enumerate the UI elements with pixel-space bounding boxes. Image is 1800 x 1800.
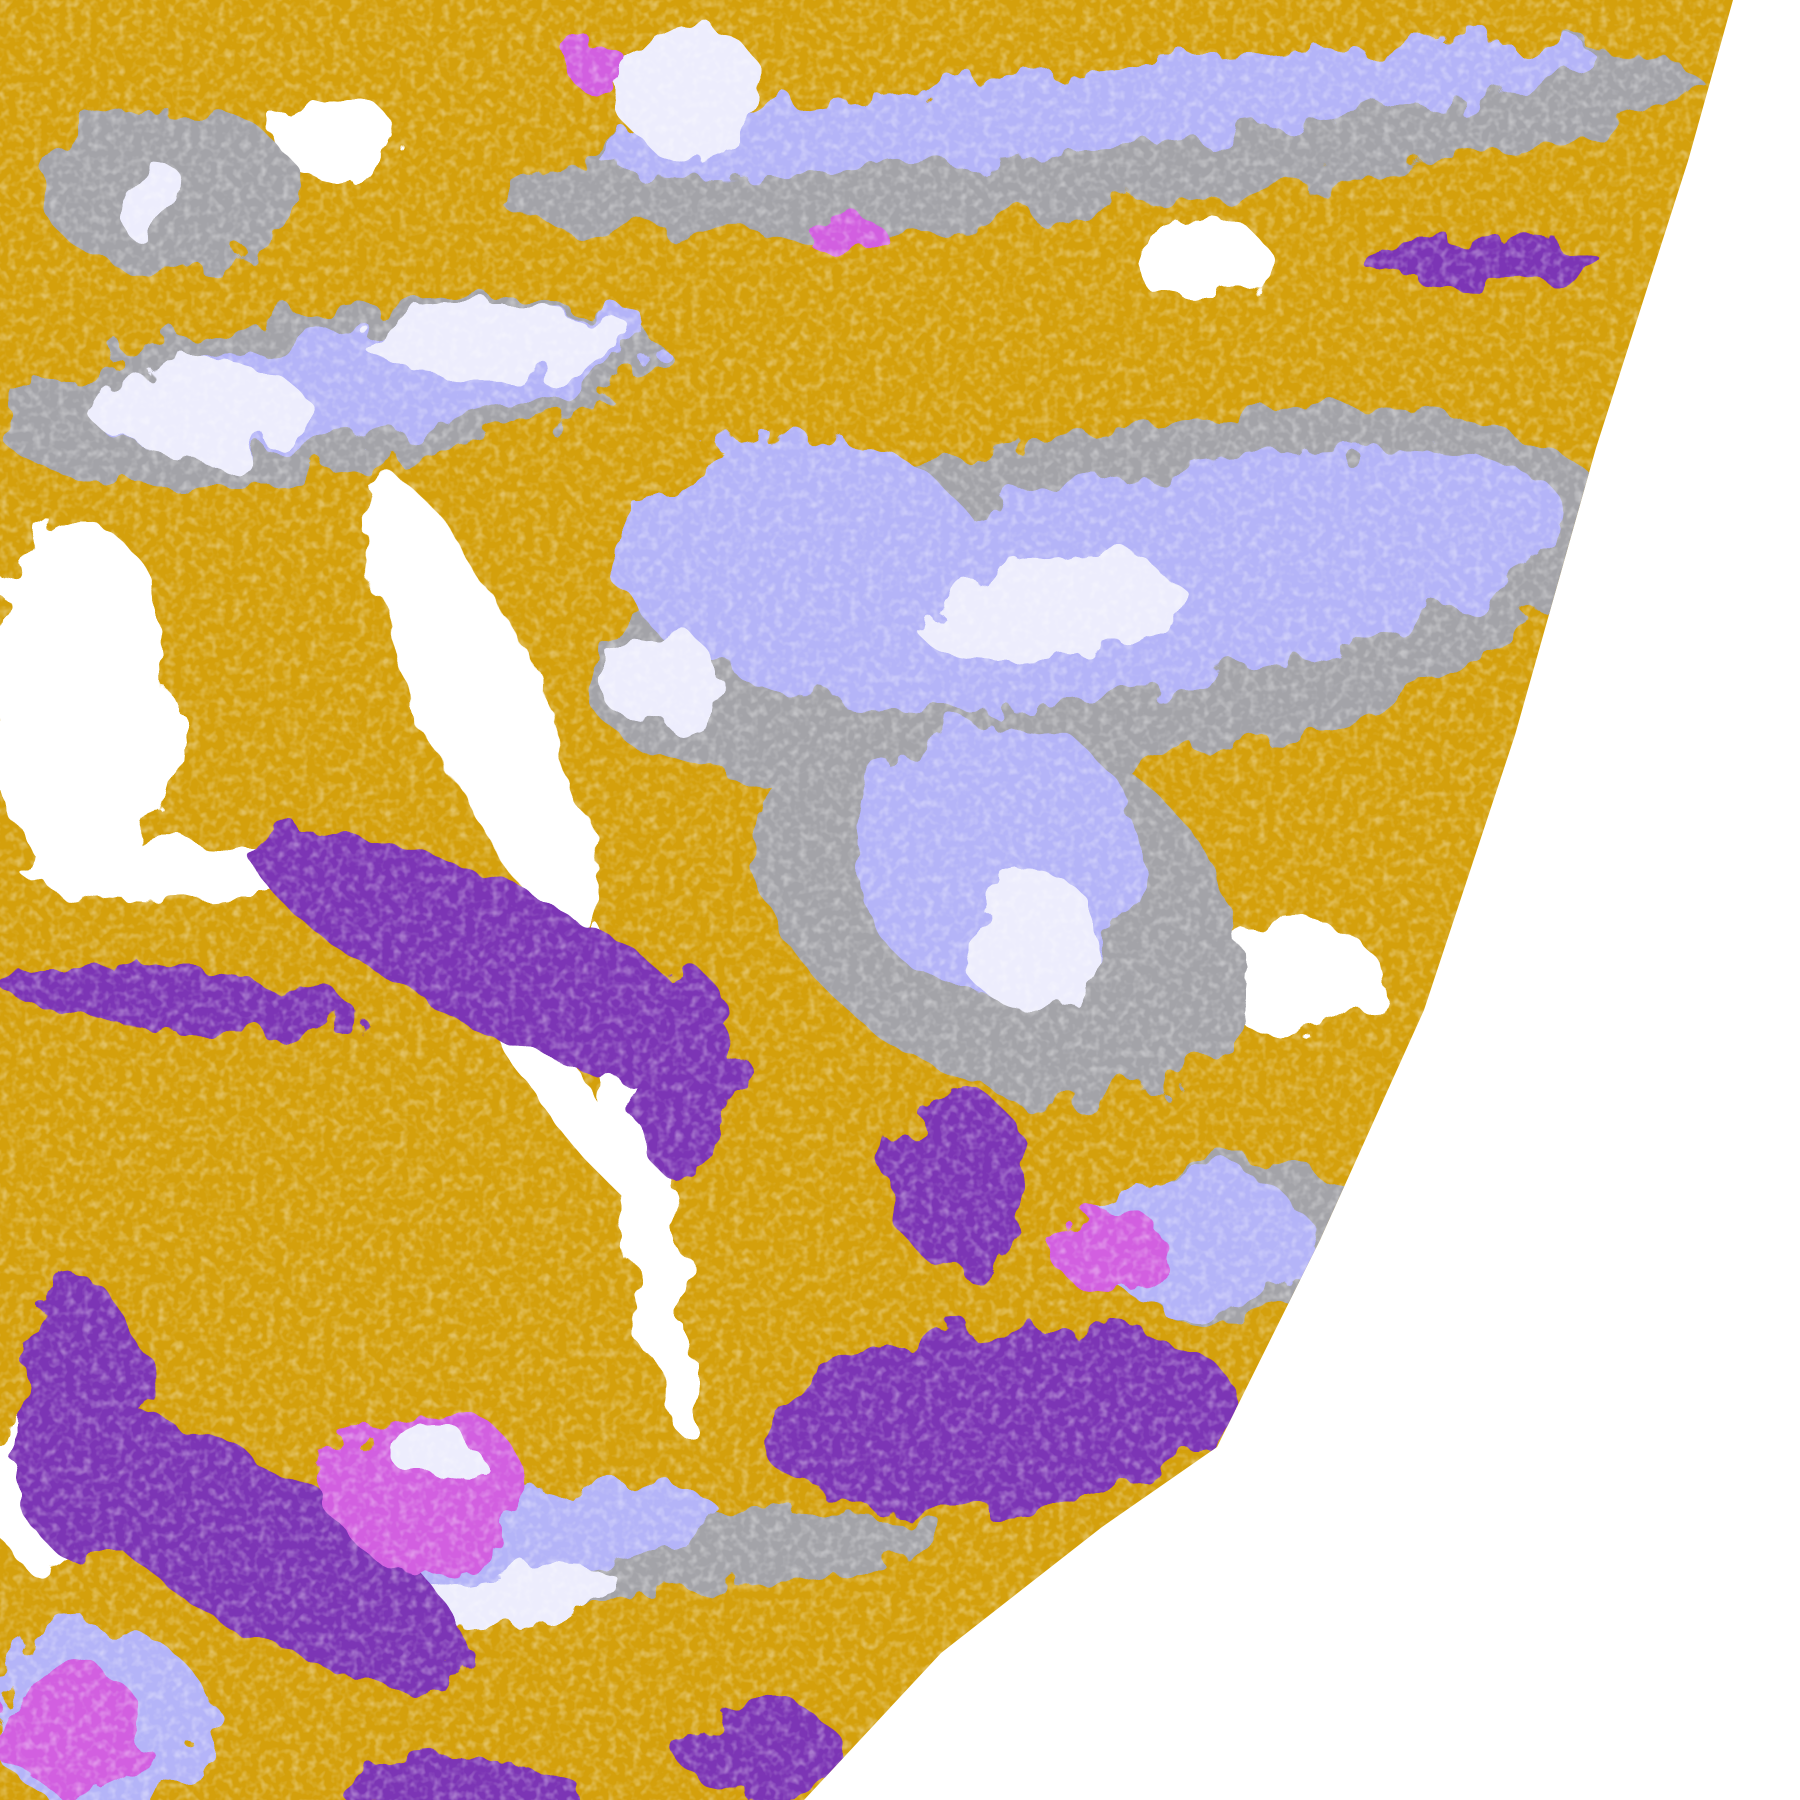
swath <box>0 0 1733 1800</box>
satellite-classification-map <box>0 0 1733 1800</box>
texture-overlay <box>0 0 1733 1800</box>
